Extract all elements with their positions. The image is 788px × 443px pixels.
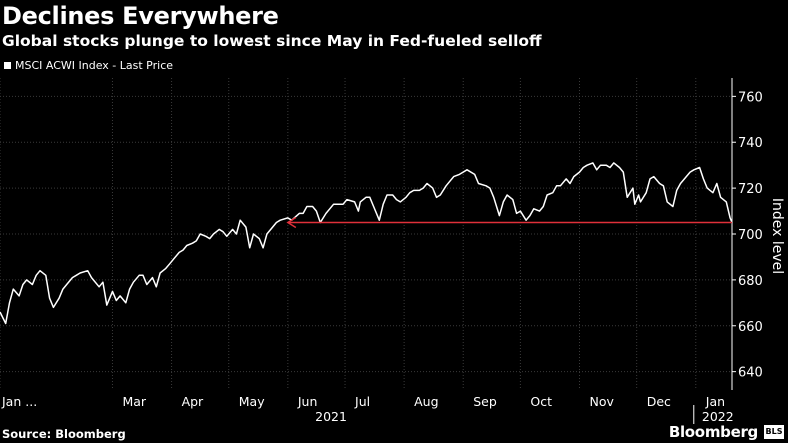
x-tick-label: Mar xyxy=(122,394,146,409)
legend: MSCI ACWI Index - Last Price xyxy=(4,59,173,72)
x-tick-label: Oct xyxy=(530,394,552,409)
x-tick-label: Aug xyxy=(414,394,438,409)
y-tick-label: 740 xyxy=(738,136,763,151)
y-tick-label: 680 xyxy=(738,274,763,289)
x-tick-label: Dec xyxy=(647,394,671,409)
y-tick-label: 660 xyxy=(738,320,763,335)
x-tick-label: Apr xyxy=(182,394,204,409)
legend-swatch xyxy=(4,62,11,69)
x-tick-label: Jul xyxy=(354,394,370,409)
x-tick-label: Jun xyxy=(297,394,318,409)
x-tick-label: Jan ... xyxy=(1,394,37,409)
y-tick-label: 760 xyxy=(738,90,763,105)
year-label: 2021 xyxy=(315,409,347,424)
x-tick-label: Sep xyxy=(473,394,497,409)
source-note: Source: Bloomberg xyxy=(2,427,126,441)
chart-title: Declines Everywhere xyxy=(2,2,279,30)
arrow-head xyxy=(286,216,297,229)
annotation-layer xyxy=(286,216,732,229)
y-tick-label: 640 xyxy=(738,366,763,381)
bloomberg-logo: Bloomberg xyxy=(668,423,758,441)
y-axis-label: Index level xyxy=(769,198,785,274)
legend-label: MSCI ACWI Index - Last Price xyxy=(15,59,174,72)
x-tick-label: Nov xyxy=(590,394,615,409)
chart-subtitle: Global stocks plunge to lowest since May… xyxy=(2,32,542,50)
series-line xyxy=(0,162,733,325)
x-tick-label: Jan xyxy=(705,394,725,409)
year-label: 2022 xyxy=(702,409,734,424)
axes: 640 660 680 700 720 740 760 Jan ... Mar Apr May Jun… xyxy=(1,78,763,424)
series-layer xyxy=(0,162,733,325)
y-tick-label: 720 xyxy=(738,182,763,197)
y-tick-label: 700 xyxy=(738,228,763,243)
gridlines xyxy=(0,78,732,390)
terminal-badge-icon: BLS xyxy=(764,425,784,439)
x-tick-label: May xyxy=(239,394,265,409)
